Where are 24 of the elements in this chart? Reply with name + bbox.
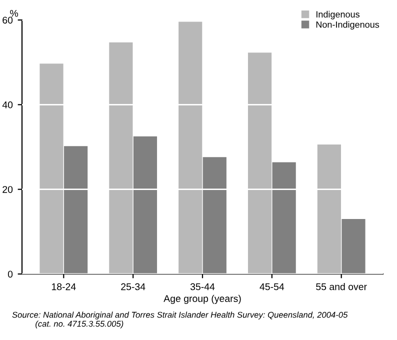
bar — [202, 157, 226, 274]
y-tick-label: 60 — [2, 16, 13, 24]
x-axis-title: Age group (years) — [164, 294, 241, 304]
legend-label: Indigenous — [316, 10, 360, 20]
bar — [272, 162, 296, 274]
source-note: Source: National Aboriginal and Torres Strait Islander Health Survey: Queensland, 2004-05 (cat. no. 4715.3.55.005) — [12, 312, 348, 328]
y-tick-label: 20 — [2, 186, 13, 193]
y-axis-title: % — [10, 10, 18, 17]
bar — [40, 64, 64, 274]
bar — [317, 144, 341, 274]
bar — [64, 146, 88, 274]
bar — [133, 136, 158, 274]
bar — [109, 42, 133, 274]
bar — [342, 218, 366, 274]
x-tick-label: 45-54 — [260, 283, 284, 290]
y-tick-label: 40 — [2, 101, 13, 108]
x-tick-label: 55 and over — [316, 283, 367, 290]
x-tick-label: 18-24 — [52, 283, 76, 290]
y-tick-label: 0 — [8, 270, 13, 278]
legend-label: Non-Indigenous — [316, 21, 380, 30]
x-tick-label: 35-44 — [190, 283, 215, 290]
bar — [248, 52, 272, 274]
x-tick-label: 25-34 — [121, 283, 146, 290]
bar — [178, 22, 202, 274]
